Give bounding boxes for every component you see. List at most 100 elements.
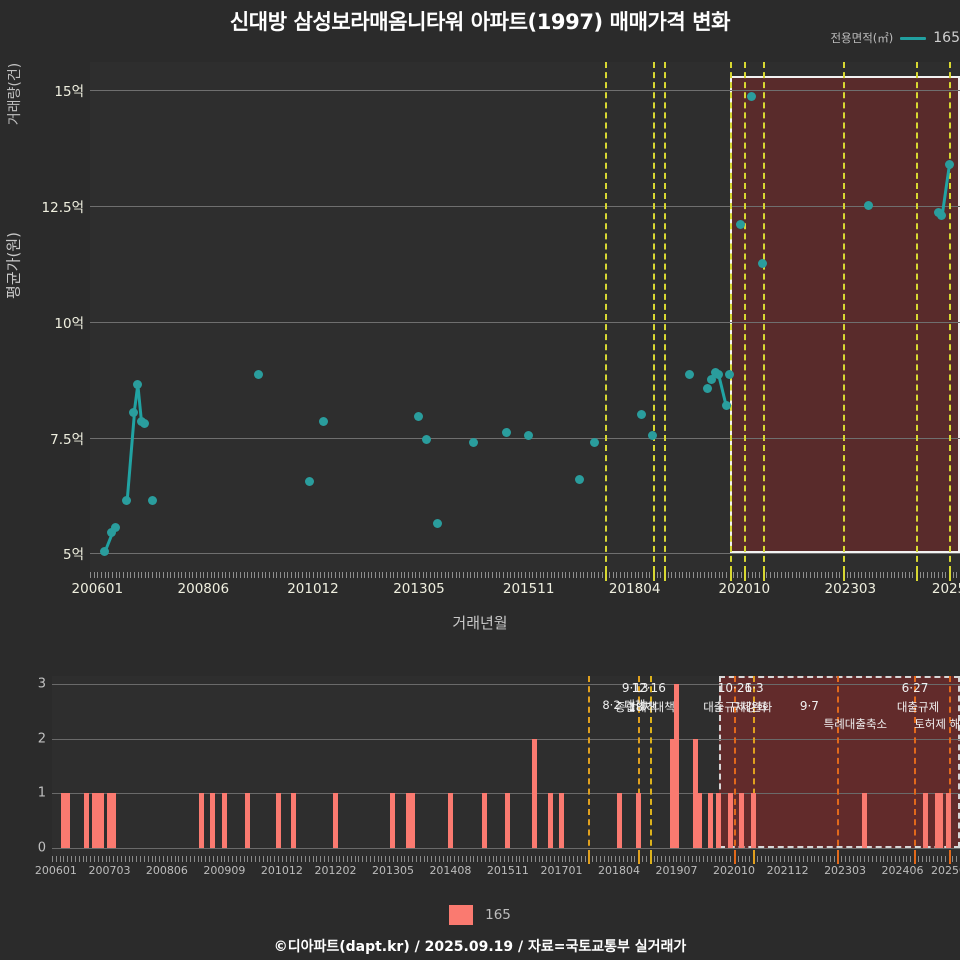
bar-x-minor-tick: [546, 856, 548, 862]
main-x-minor-tick: [850, 572, 852, 578]
main-x-minor-tick: [470, 572, 472, 578]
main-y-axis-labels: 5억 7.5억 10억 12.5억 15억: [0, 62, 84, 572]
main-x-minor-tick: [634, 572, 636, 578]
bar-x-minor-tick: [431, 856, 433, 862]
policy-event-vline: [753, 676, 756, 856]
bar-x-minor-tick: [458, 856, 460, 862]
bar-x-minor-tick: [224, 856, 226, 862]
main-data-point: [703, 384, 713, 394]
main-data-point: [725, 370, 735, 380]
main-x-minor-tick: [631, 572, 632, 578]
main-x-minor-tick: [312, 572, 314, 578]
main-x-minor-tick: [638, 572, 640, 578]
main-data-point: [589, 437, 599, 447]
main-x-minor-tick: [221, 572, 223, 578]
main-data-point: [714, 370, 724, 380]
bar-x-minor-tick: [320, 856, 322, 862]
volume-bar: [934, 793, 940, 848]
bar-x-minor-tick: [921, 856, 923, 862]
volume-bar: [946, 793, 951, 848]
bar-x-minor-tick: [232, 856, 234, 862]
main-x-minor-tick: [484, 572, 486, 578]
main-x-minor-tick: [517, 572, 519, 578]
main-x-minor-tick: [656, 572, 658, 578]
main-data-point: [937, 210, 947, 220]
main-x-minor-tick: [111, 572, 113, 578]
main-x-minor-tick: [503, 572, 505, 578]
main-data-point: [253, 370, 263, 380]
volume-bar: [275, 793, 281, 848]
bar-x-minor-tick: [86, 856, 88, 862]
bar-x-minor-tick: [255, 856, 257, 862]
bar-x-minor-tick: [362, 856, 364, 862]
main-event-vline: [652, 62, 655, 572]
main-x-minor-tick: [806, 572, 808, 578]
bar-x-minor-tick: [488, 856, 490, 862]
main-x-minor-tick: [159, 572, 161, 578]
main-x-minor-tick: [141, 572, 143, 578]
volume-bar: [290, 793, 296, 848]
main-event-vline: [762, 62, 765, 572]
volume-bar: [673, 684, 679, 848]
volume-bar: [244, 793, 250, 848]
main-x-minor-tick: [565, 572, 567, 578]
policy-annotation: 규제완화: [729, 700, 773, 714]
main-x-minor-tick: [510, 572, 512, 578]
bar-x-minor-tick: [446, 856, 448, 862]
bar-x-minor-tick: [676, 856, 678, 862]
main-gridline: [90, 205, 960, 207]
bar-x-minor-tick: [550, 856, 552, 862]
main-x-minor-tick: [623, 572, 625, 578]
bar-x-minor-tick: [301, 856, 303, 862]
bar-x-minor-tick: [814, 856, 816, 862]
bar-x-minor-tick: [841, 856, 843, 862]
bar-x-minor-tick: [274, 856, 276, 862]
main-y-tick-label: 15억: [54, 83, 84, 100]
main-x-minor-tick: [217, 572, 219, 578]
volume-bar: [696, 793, 702, 848]
policy-annotation: 9·7: [799, 699, 819, 713]
bar-x-minor-tick: [825, 856, 827, 862]
main-x-minor-tick: [495, 572, 497, 578]
bar-x-tick-label: 201907: [655, 864, 698, 877]
main-x-minor-tick: [711, 572, 713, 578]
main-x-minor-tick: [539, 572, 541, 578]
main-x-minor-tick: [758, 572, 760, 578]
bar-x-minor-tick: [576, 856, 578, 862]
main-x-minor-tick: [737, 572, 739, 578]
main-x-minor-tick: [791, 572, 793, 578]
volume-bar: [210, 793, 216, 848]
main-x-minor-tick: [839, 572, 841, 578]
bar-x-tick-label: 201305: [371, 864, 414, 877]
policy-annotation: 8·2 대책: [602, 698, 646, 712]
main-x-minor-tick: [258, 572, 260, 578]
main-data-point: [721, 400, 731, 410]
main-x-minor-tick: [828, 572, 830, 578]
bar-x-minor-tick: [262, 856, 264, 862]
main-chart-legend: 전용면적(㎡) 165: [830, 30, 960, 46]
main-x-minor-tick: [835, 572, 837, 578]
main-x-minor-tick: [276, 572, 278, 578]
bar-x-minor-tick: [97, 856, 99, 862]
bar-x-minor-tick: [423, 856, 425, 862]
policy-annotation: 18차대책: [628, 700, 675, 714]
main-x-minor-tick: [466, 572, 468, 578]
bar-x-minor-tick: [787, 856, 789, 862]
main-x-minor-tick: [645, 572, 647, 578]
main-x-minor-tick: [382, 572, 384, 578]
main-x-minor-tick: [415, 572, 417, 578]
main-x-minor-tick: [557, 572, 559, 578]
bar-x-minor-tick: [603, 856, 605, 862]
bar-x-minor-tick: [63, 856, 65, 862]
bar-x-minor-tick: [622, 856, 624, 862]
bar-x-minor-tick: [209, 856, 211, 862]
bar-x-minor-tick: [182, 856, 184, 862]
bar-x-minor-tick: [626, 856, 628, 862]
main-x-minor-tick: [685, 572, 687, 578]
bar-x-minor-tick: [745, 856, 747, 862]
main-x-minor-tick: [166, 572, 168, 578]
bar-x-event-tick: [837, 856, 840, 864]
volume-bar: [750, 793, 756, 848]
bar-x-minor-tick: [243, 856, 245, 862]
bar-x-minor-tick: [956, 856, 958, 862]
